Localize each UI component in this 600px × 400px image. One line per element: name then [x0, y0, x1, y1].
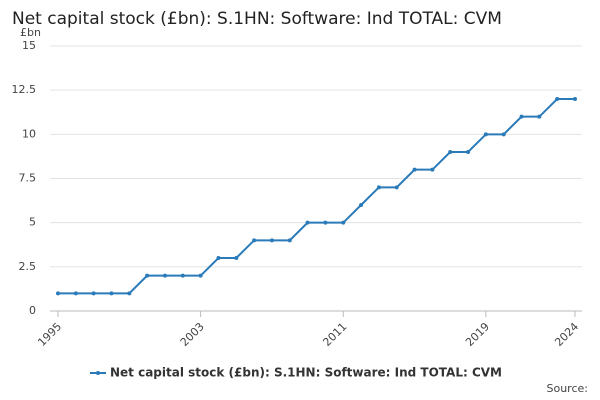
- legend-label: Net capital stock (£bn): S.1HN: Software…: [110, 366, 502, 380]
- y-tick-label: 10: [22, 127, 36, 140]
- point: [412, 167, 417, 172]
- point: [180, 273, 185, 278]
- y-tick-label: 7.5: [19, 172, 37, 185]
- point: [91, 291, 96, 296]
- point: [483, 132, 488, 137]
- x-tick-label: 2011: [320, 320, 349, 349]
- point: [305, 220, 310, 225]
- x-tick-label: 2024: [552, 320, 581, 349]
- point: [323, 220, 328, 225]
- point: [341, 220, 346, 225]
- y-tick-label: 15: [22, 39, 36, 52]
- point: [573, 97, 577, 101]
- point: [73, 291, 78, 296]
- point: [56, 291, 60, 296]
- point: [555, 97, 560, 101]
- point: [448, 150, 453, 154]
- point: [145, 273, 150, 278]
- point: [109, 291, 114, 296]
- point: [537, 114, 542, 119]
- x-tick-label: 2019: [463, 320, 492, 349]
- point: [287, 238, 292, 243]
- y-tick-label: 2.5: [19, 260, 37, 273]
- point: [359, 203, 364, 207]
- source: Source:: [547, 382, 589, 395]
- point: [216, 256, 221, 260]
- point: [198, 273, 203, 278]
- point: [234, 256, 239, 260]
- point: [127, 291, 132, 296]
- point: [466, 150, 471, 154]
- y-tick-label: 0: [29, 304, 36, 317]
- series-line: [58, 98, 575, 295]
- point: [269, 238, 274, 243]
- x-tick-label: 2003: [178, 320, 207, 349]
- point: [394, 185, 399, 190]
- y-tick-label: 5: [29, 216, 36, 229]
- point: [519, 114, 524, 119]
- point: [162, 273, 167, 278]
- point: [376, 185, 381, 190]
- y-tick-label: 12.5: [12, 83, 37, 96]
- point: [501, 132, 506, 137]
- point: [252, 238, 257, 243]
- chart-title: Net capital stock (£bn): S.1HN: Software…: [12, 9, 502, 29]
- point: [430, 167, 435, 172]
- x-tick-label: 1995: [35, 320, 64, 349]
- legend-marker: [96, 371, 100, 375]
- y-unit: £bn: [20, 26, 41, 39]
